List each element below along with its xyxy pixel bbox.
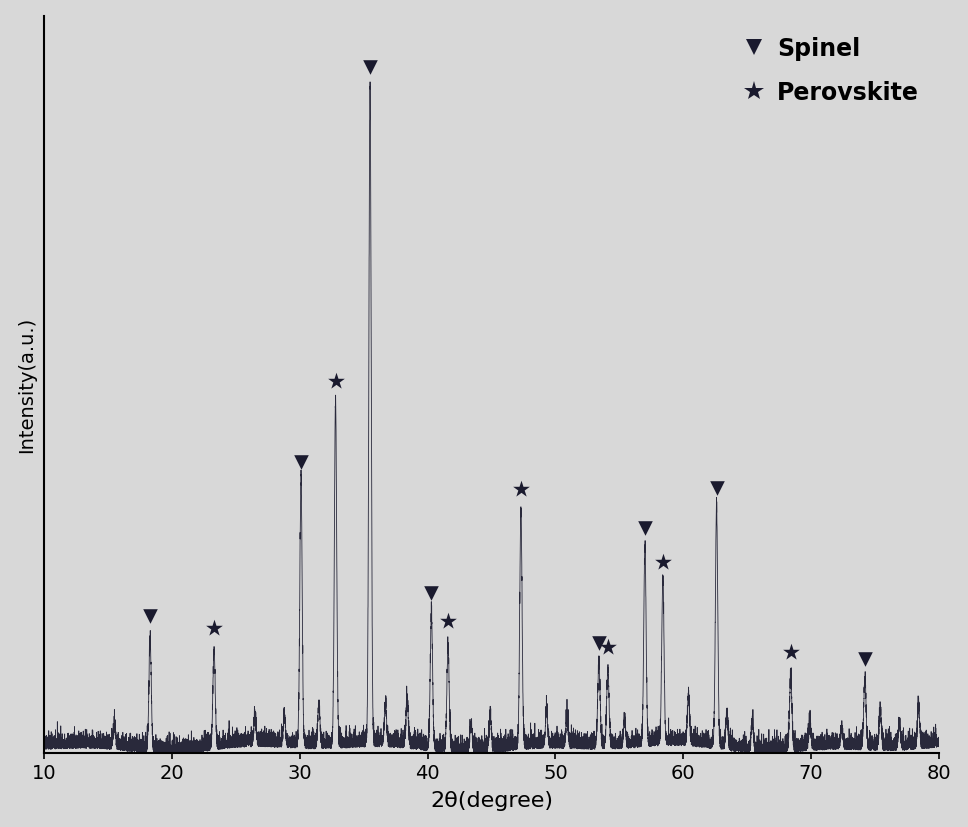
X-axis label: 2θ(degree): 2θ(degree) <box>430 791 553 810</box>
Point <box>857 653 872 666</box>
Point <box>709 482 724 495</box>
Point <box>600 641 616 654</box>
Point <box>440 614 456 628</box>
Point <box>328 375 344 388</box>
Point <box>362 61 378 74</box>
Point <box>293 456 309 469</box>
Point <box>591 636 607 649</box>
Point <box>655 556 671 569</box>
Point <box>142 610 158 624</box>
Point <box>424 587 439 600</box>
Point <box>783 646 799 659</box>
Legend: Spinel, Perovskite: Spinel, Perovskite <box>740 28 928 113</box>
Point <box>206 621 222 634</box>
Y-axis label: Intensity(a.u.): Intensity(a.u.) <box>16 317 36 452</box>
Point <box>513 483 529 496</box>
Point <box>637 521 652 534</box>
